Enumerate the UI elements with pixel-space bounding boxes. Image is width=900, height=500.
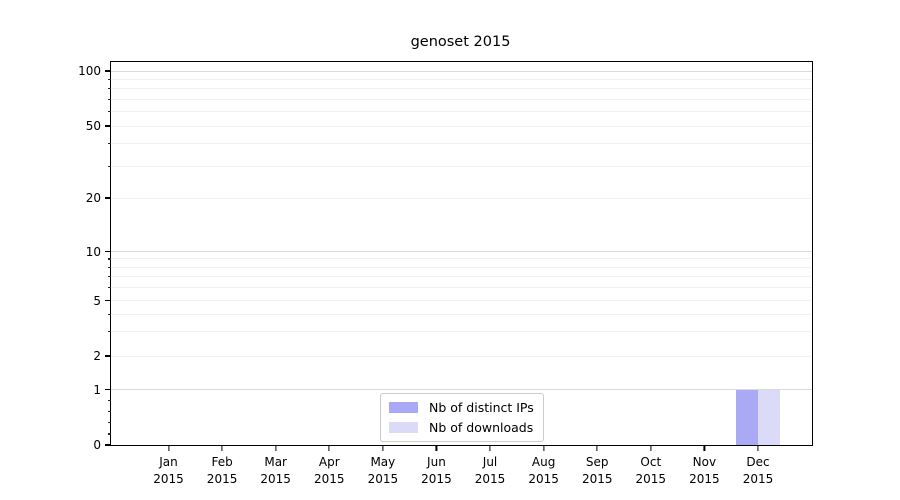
x-tick-label: Jun 2015 bbox=[421, 455, 452, 487]
x-tick-mark bbox=[650, 445, 652, 451]
x-tick-mark bbox=[167, 445, 170, 451]
legend-label-downloads: Nb of downloads bbox=[429, 420, 534, 435]
y-minor-tick-mark bbox=[108, 88, 111, 90]
y-minor-tick-mark bbox=[108, 266, 111, 268]
minor-gridline bbox=[111, 125, 812, 127]
x-tick-label: Apr 2015 bbox=[313, 455, 345, 487]
y-tick-label: 0 bbox=[93, 438, 101, 452]
x-tick-label: May 2015 bbox=[367, 455, 399, 487]
x-tick-mark bbox=[489, 445, 491, 451]
legend-label-distinct-ips: Nb of distinct IPs bbox=[429, 400, 534, 415]
legend-item-downloads: Nb of downloads bbox=[389, 420, 534, 435]
minor-gridline bbox=[111, 355, 812, 357]
minor-gridline bbox=[111, 276, 812, 278]
x-tick-mark bbox=[703, 445, 705, 451]
y-tick-label: 20 bbox=[85, 191, 101, 205]
y-tick-mark bbox=[105, 250, 111, 253]
y-minor-tick-mark bbox=[108, 313, 111, 315]
minor-gridline bbox=[111, 111, 812, 113]
minor-gridline bbox=[111, 287, 812, 289]
legend-swatch-downloads bbox=[389, 422, 418, 433]
x-tick-mark bbox=[382, 445, 384, 451]
y-minor-tick-mark bbox=[108, 78, 111, 81]
x-tick-mark bbox=[543, 445, 545, 451]
x-tick-mark bbox=[275, 445, 277, 451]
legend: Nb of distinct IPs Nb of downloads bbox=[380, 393, 544, 442]
x-tick-label: Jul 2015 bbox=[474, 455, 506, 487]
minor-gridline bbox=[111, 197, 812, 199]
y-tick-label: 1 bbox=[93, 382, 101, 397]
y-tick-mark bbox=[105, 299, 111, 302]
y-minor-tick-mark bbox=[108, 287, 111, 289]
minor-gridline bbox=[111, 313, 812, 315]
y-minor-tick-mark bbox=[108, 98, 111, 100]
y-tick-mark bbox=[105, 444, 111, 446]
minor-gridline bbox=[111, 78, 812, 80]
legend-item-distinct-ips: Nb of distinct IPs bbox=[389, 400, 534, 415]
y-tick-mark bbox=[105, 70, 111, 72]
legend-swatch-distinct-ips bbox=[389, 402, 418, 413]
y-minor-tick-mark bbox=[108, 400, 111, 402]
minor-gridline bbox=[111, 266, 812, 268]
y-minor-tick-mark bbox=[108, 330, 111, 333]
major-gridline bbox=[111, 251, 812, 252]
minor-gridline bbox=[111, 330, 812, 332]
x-tick-label: Mar 2015 bbox=[260, 455, 291, 487]
minor-gridline bbox=[111, 165, 812, 167]
y-minor-tick-mark bbox=[108, 433, 111, 435]
y-minor-tick-mark bbox=[108, 111, 111, 113]
y-tick-label: 5 bbox=[93, 293, 101, 308]
x-tick-mark bbox=[596, 445, 598, 451]
x-tick-label: Dec 2015 bbox=[742, 455, 774, 487]
x-tick-label: Jan 2015 bbox=[153, 455, 184, 487]
minor-gridline bbox=[111, 300, 812, 301]
y-tick-label: 50 bbox=[85, 119, 101, 133]
y-minor-tick-mark bbox=[108, 258, 111, 260]
minor-gridline bbox=[111, 88, 812, 90]
x-tick-label: Oct 2015 bbox=[635, 455, 667, 487]
y-tick-label: 2 bbox=[93, 349, 101, 363]
y-minor-tick-mark bbox=[108, 165, 111, 167]
x-tick-label: Aug 2015 bbox=[528, 455, 559, 487]
x-tick-label: Sep 2015 bbox=[581, 455, 613, 487]
y-tick-mark bbox=[105, 125, 111, 127]
minor-gridline bbox=[111, 98, 812, 100]
major-gridline bbox=[111, 70, 812, 72]
y-minor-tick-mark bbox=[108, 411, 111, 413]
x-tick-label: Feb 2015 bbox=[206, 455, 238, 487]
minor-gridline bbox=[111, 258, 812, 260]
y-minor-tick-mark bbox=[108, 143, 111, 145]
y-minor-tick-mark bbox=[108, 276, 111, 278]
major-gridline bbox=[111, 389, 812, 390]
chart-title: genoset 2015 bbox=[410, 34, 511, 50]
y-tick-mark bbox=[105, 197, 111, 199]
y-minor-tick-mark bbox=[108, 422, 111, 424]
bar-distinct-ips bbox=[735, 389, 758, 445]
plot-area: 0 1 2 5 10 20 50 100 Jan 2015 Feb 2015 Mar 2015 Apr 201… bbox=[78, 61, 813, 486]
x-tick-mark bbox=[435, 445, 438, 451]
y-tick-mark bbox=[105, 355, 111, 357]
x-tick-mark bbox=[328, 445, 330, 451]
y-tick-label: 100 bbox=[78, 64, 101, 78]
y-tick-mark bbox=[105, 388, 111, 391]
minor-gridline bbox=[111, 143, 812, 145]
x-tick-label: Nov 2015 bbox=[689, 455, 720, 487]
x-tick-mark bbox=[757, 445, 759, 451]
x-tick-mark bbox=[221, 445, 223, 451]
bar-downloads bbox=[757, 389, 780, 445]
y-tick-label: 10 bbox=[85, 244, 101, 259]
